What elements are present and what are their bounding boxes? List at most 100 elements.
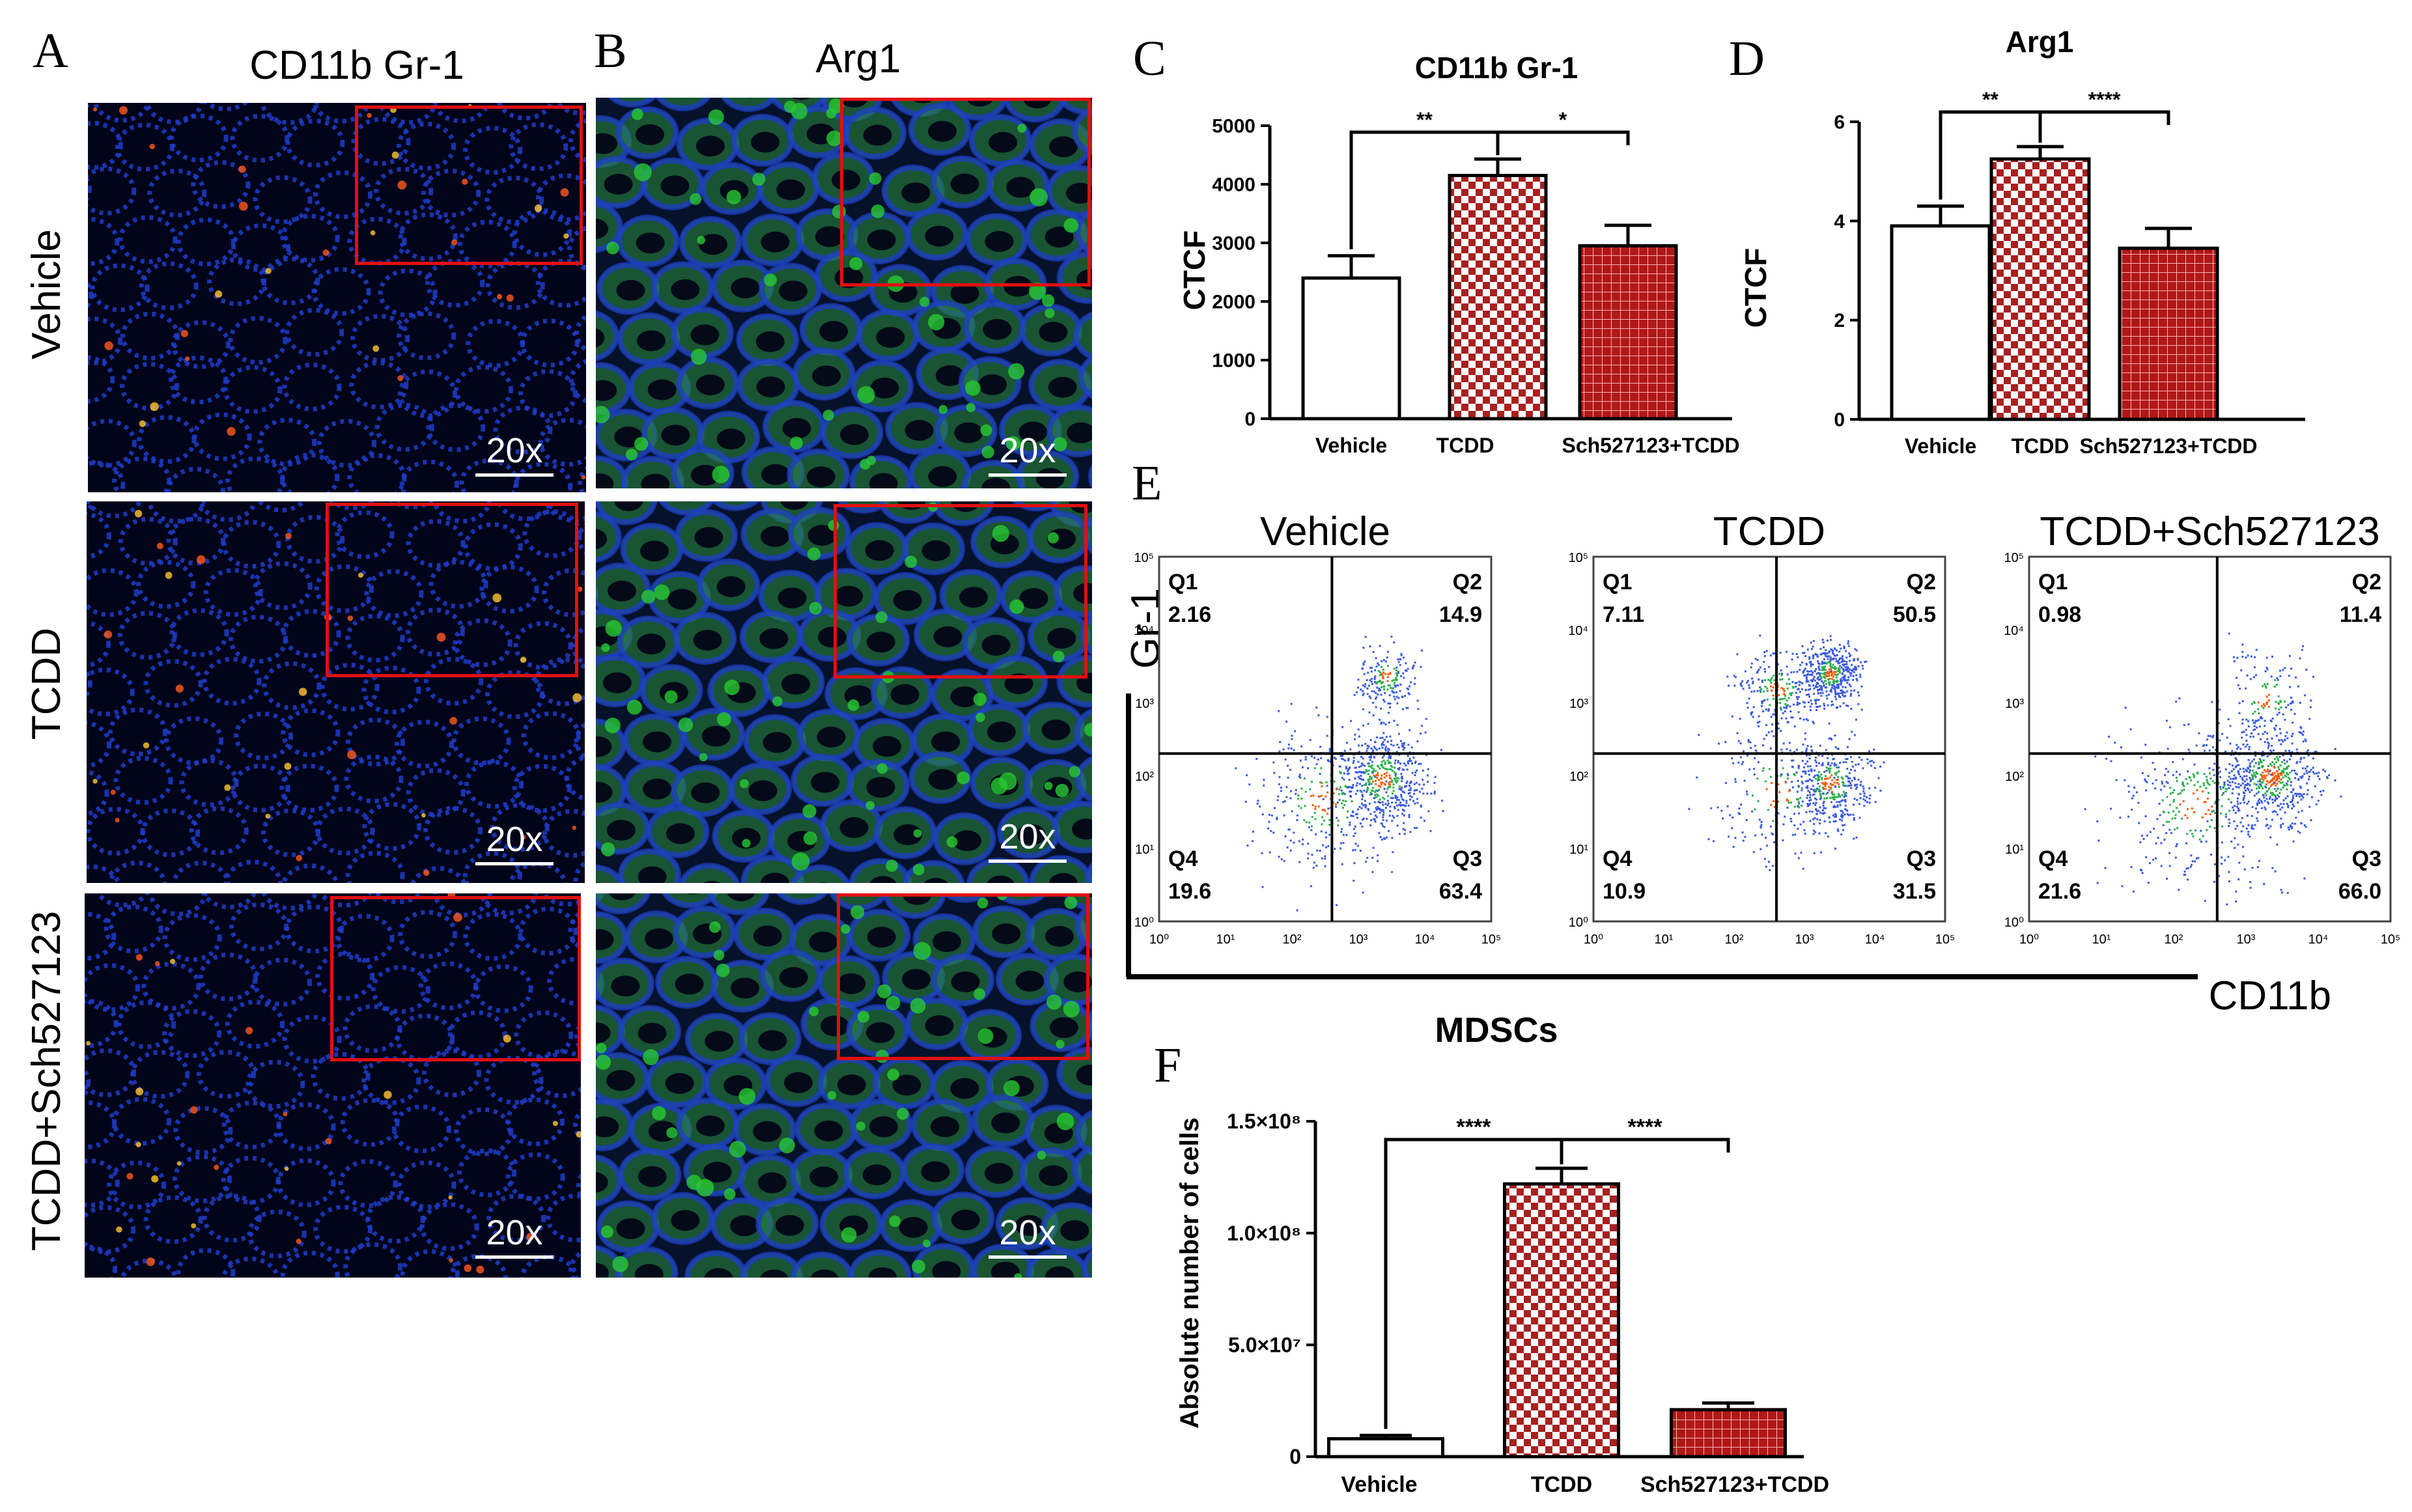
flow-event xyxy=(1817,692,1819,694)
flow-event xyxy=(2320,791,2322,793)
flow-event xyxy=(2237,843,2239,846)
flow-event xyxy=(1269,851,1271,854)
flow-event xyxy=(1395,675,1398,677)
flow-event xyxy=(1817,679,1820,681)
flow-event xyxy=(2288,654,2291,657)
flow-event xyxy=(1395,666,1398,669)
flow-event xyxy=(1827,768,1830,770)
flow-event xyxy=(2193,776,2196,778)
flow-event xyxy=(2271,744,2273,747)
flow-event xyxy=(2272,802,2275,804)
flow-event xyxy=(1801,751,1804,753)
flow-event xyxy=(1395,679,1398,681)
flow-event xyxy=(1315,833,1317,835)
flow-event xyxy=(2262,759,2265,762)
flow-event xyxy=(1765,845,1768,847)
flow-event xyxy=(1750,662,1753,665)
flow-event xyxy=(1842,676,1844,679)
flow-event xyxy=(1855,674,1858,677)
flow-event xyxy=(1791,692,1793,694)
flow-event xyxy=(1754,658,1757,660)
flow-event xyxy=(2252,775,2254,777)
flow-event xyxy=(1842,670,1845,673)
flow-event xyxy=(2202,782,2205,785)
flow-event xyxy=(1762,767,1765,770)
flow-event xyxy=(1395,669,1398,672)
flow-event xyxy=(2306,765,2308,768)
flow-event xyxy=(2167,748,2169,750)
flow-event xyxy=(2272,749,2275,751)
flow-event xyxy=(1319,795,1321,798)
flow-event xyxy=(1349,786,1351,789)
flow-event xyxy=(1845,656,1848,659)
flow-event xyxy=(1829,671,1831,673)
flow-event xyxy=(2277,701,2280,704)
flow-event xyxy=(2300,798,2303,801)
flow-event xyxy=(2105,757,2108,760)
flow-event xyxy=(1825,694,1828,697)
flow-event xyxy=(1860,661,1862,664)
flow-event xyxy=(1371,683,1373,686)
flow-event xyxy=(1822,804,1825,807)
flow-event xyxy=(1387,684,1390,687)
flow-event xyxy=(2243,787,2246,789)
flow-event xyxy=(1782,767,1784,770)
flow-event xyxy=(2247,833,2249,835)
flow-event xyxy=(1743,779,1746,782)
flow-event xyxy=(1255,757,1258,760)
flow-event xyxy=(1287,743,1290,746)
flow-event xyxy=(1376,736,1379,738)
flow-event xyxy=(1384,723,1387,726)
flow-event xyxy=(1402,748,1405,751)
flow-event xyxy=(2196,789,2198,791)
flow-event xyxy=(1386,740,1389,743)
flow-event xyxy=(1835,660,1838,663)
flow-event xyxy=(1396,779,1399,782)
flow-event xyxy=(1362,724,1365,727)
flow-event xyxy=(2144,779,2147,782)
flow-event xyxy=(1829,782,1832,785)
flow-event xyxy=(1861,665,1864,667)
flow-event xyxy=(2253,774,2256,777)
flow-event xyxy=(1296,814,1298,817)
flow-event xyxy=(2269,836,2272,839)
flow-event xyxy=(1835,698,1838,701)
flow-event xyxy=(1827,655,1829,658)
flow-event xyxy=(2255,783,2258,786)
flow-event xyxy=(1393,720,1395,722)
flow-event xyxy=(2300,822,2303,824)
flow-event xyxy=(1853,671,1855,673)
flow-event xyxy=(1366,687,1369,690)
flow-event xyxy=(1845,661,1848,664)
flow-event xyxy=(2306,772,2308,774)
flow-plot-title: TCDD+Sch527123 xyxy=(2040,509,2379,554)
flow-event xyxy=(1797,800,1800,803)
flow-event xyxy=(1280,787,1282,789)
flow-event xyxy=(1843,645,1845,648)
flow-event xyxy=(1843,695,1845,698)
flow-event xyxy=(1391,792,1394,795)
flow-event xyxy=(2289,824,2292,827)
flow-event xyxy=(2232,806,2234,809)
flow-event xyxy=(1328,748,1331,750)
flow-event xyxy=(1820,851,1823,854)
flow-event xyxy=(1409,787,1412,789)
flow-event xyxy=(1780,730,1782,733)
flow-event xyxy=(1837,673,1840,675)
flow-event xyxy=(2303,824,2306,826)
flow-event xyxy=(1369,697,1372,699)
flow-event xyxy=(1280,858,1283,861)
flow-event xyxy=(1846,809,1849,812)
flow-event xyxy=(1310,794,1312,797)
flow-event xyxy=(2262,772,2264,774)
flow-event xyxy=(1804,655,1807,658)
flow-event xyxy=(1773,652,1776,654)
flow-event xyxy=(1362,690,1364,692)
flow-event xyxy=(1840,657,1843,660)
flow-event xyxy=(1821,669,1824,671)
flow-event xyxy=(1394,679,1397,681)
flow-event xyxy=(2254,710,2256,713)
flow-event xyxy=(1429,830,1432,832)
flow-event xyxy=(2264,740,2266,743)
flow-event xyxy=(2228,772,2231,774)
